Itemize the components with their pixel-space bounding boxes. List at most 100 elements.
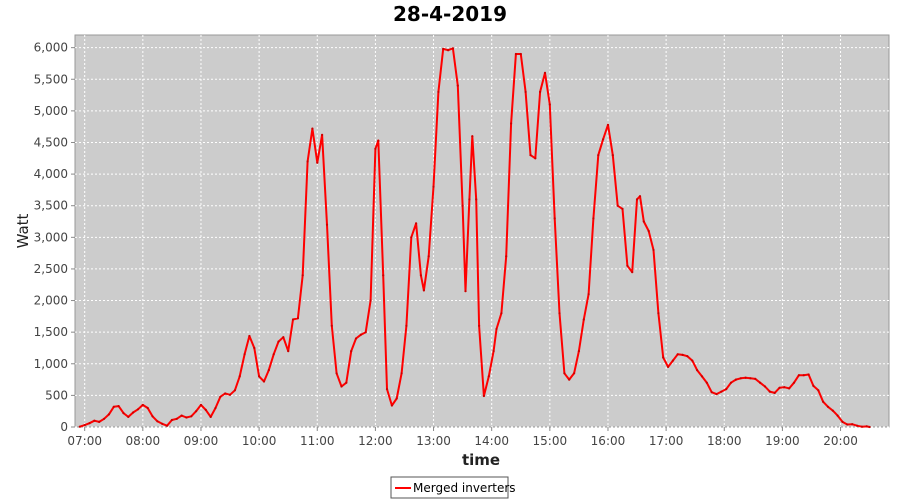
data-point [797,374,801,377]
data-point [691,359,694,362]
data-point [248,334,251,338]
data-point [427,255,430,258]
data-point [335,372,338,375]
data-point [224,392,227,395]
data-point [616,204,619,207]
data-point [451,47,454,50]
data-point [868,425,871,429]
data-point [855,424,859,427]
data-point [710,391,713,394]
series-points [78,47,871,429]
x-tick-label: 11:00 [300,434,335,448]
data-point [836,414,839,417]
y-axis-label: Watt [14,213,32,248]
data-point [851,423,854,426]
data-point [667,365,670,368]
data-point [354,337,358,340]
data-point [432,185,435,188]
data-point [783,386,786,389]
data-point [510,122,513,125]
y-tick-label: 0 [60,420,68,434]
data-point [792,381,796,384]
data-point [705,381,708,384]
data-point [369,299,372,302]
data-point [662,356,665,359]
data-point [277,340,280,343]
data-point [500,312,503,315]
legend: Merged inverters [390,476,516,499]
data-point [374,147,377,150]
data-point [296,317,299,320]
data-point [539,90,542,93]
data-point [410,236,413,239]
data-point [122,412,125,415]
data-point [631,271,634,274]
x-tick-label: 17:00 [649,434,684,448]
data-point [345,381,348,384]
data-point [621,207,624,210]
data-point [136,408,140,411]
y-tick-label: 3,500 [34,199,68,213]
data-point [696,369,699,372]
data-point [487,375,490,378]
data-point [602,138,605,141]
data-point [778,386,781,389]
data-point [812,384,815,387]
legend-box [390,476,509,499]
data-point [478,324,481,327]
data-point [262,380,266,383]
data-point [377,139,380,142]
x-tick-label: 16:00 [591,434,626,448]
x-tick-label: 08:00 [126,434,161,448]
data-point [768,390,771,393]
chart-title: 28-4-2019 [393,2,507,26]
data-point [316,161,319,164]
data-point [759,381,762,384]
x-tick-label: 07:00 [67,434,102,448]
data-point [395,397,398,400]
data-point [563,372,566,375]
y-tick-label: 5,000 [34,104,68,118]
data-point [151,415,154,418]
data-point [185,416,188,419]
y-tick-label: 3,000 [34,230,68,244]
data-point [405,324,408,327]
data-point [447,49,450,52]
data-point [686,355,689,358]
data-point [415,222,418,225]
data-point [199,403,203,406]
data-point [592,217,595,220]
data-point [117,405,120,408]
data-point [626,264,629,267]
data-point [841,420,844,423]
data-point [209,415,212,418]
data-point [98,420,101,423]
data-point [83,424,86,427]
x-tick-label: 20:00 [823,434,858,448]
x-tick-label: 18:00 [707,434,742,448]
x-tick-label: 15:00 [533,434,568,448]
data-point [78,425,81,428]
data-point [860,425,864,428]
data-point [681,353,684,356]
data-point [456,84,459,87]
data-point [553,217,556,220]
data-point [817,389,820,392]
data-point [359,333,362,336]
data-point [204,408,207,411]
data-point [195,410,198,413]
x-tick-label: 09:00 [184,434,219,448]
data-point [156,420,159,423]
data-point [638,195,642,198]
data-point [267,369,270,372]
x-tick-label: 13:00 [416,434,451,448]
x-tick-label: 10:00 [242,434,277,448]
y-tick-label: 1,000 [34,357,68,371]
data-point [175,417,178,420]
data-point [635,198,639,201]
data-point [729,381,733,384]
data-point [93,419,96,422]
data-point [734,378,738,381]
data-point [127,415,130,418]
